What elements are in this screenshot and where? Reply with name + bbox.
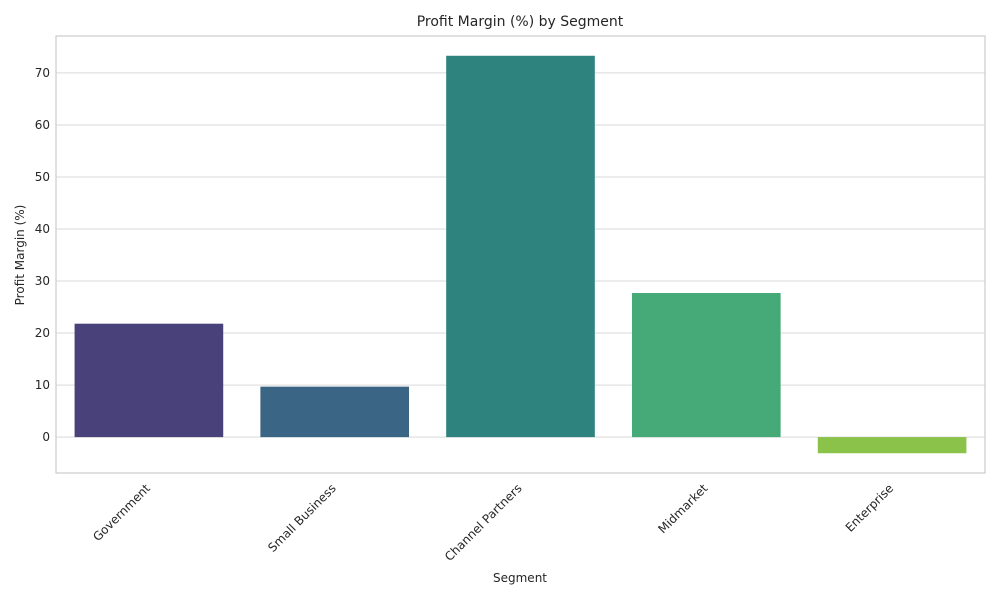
- y-tick-label: 30: [35, 274, 50, 288]
- y-tick-label: 10: [35, 378, 50, 392]
- x-tick-label: Government: [90, 481, 153, 544]
- bar-midmarket: [631, 292, 781, 438]
- bar-government: [74, 323, 224, 438]
- y-tick-label: 50: [35, 170, 50, 184]
- bar-small-business: [260, 386, 410, 438]
- x-tick-label: Small Business: [265, 481, 339, 555]
- bar-enterprise: [817, 437, 967, 454]
- y-axis-label: Profit Margin (%): [13, 205, 27, 306]
- x-tick-label: Channel Partners: [442, 481, 525, 564]
- x-tick-label: Enterprise: [843, 481, 897, 535]
- x-tick-label: Midmarket: [655, 481, 710, 536]
- chart-title: Profit Margin (%) by Segment: [417, 14, 624, 30]
- bars: [74, 55, 967, 454]
- y-tick-label: 40: [35, 222, 50, 236]
- y-tick-label: 60: [35, 118, 50, 132]
- y-tick-label: 0: [42, 430, 50, 444]
- plot-frame: [55, 35, 986, 474]
- y-tick-label: 20: [35, 326, 50, 340]
- x-axis-label: Segment: [493, 571, 547, 585]
- bar-channel-partners: [446, 55, 595, 438]
- y-tick-label: 70: [35, 66, 50, 80]
